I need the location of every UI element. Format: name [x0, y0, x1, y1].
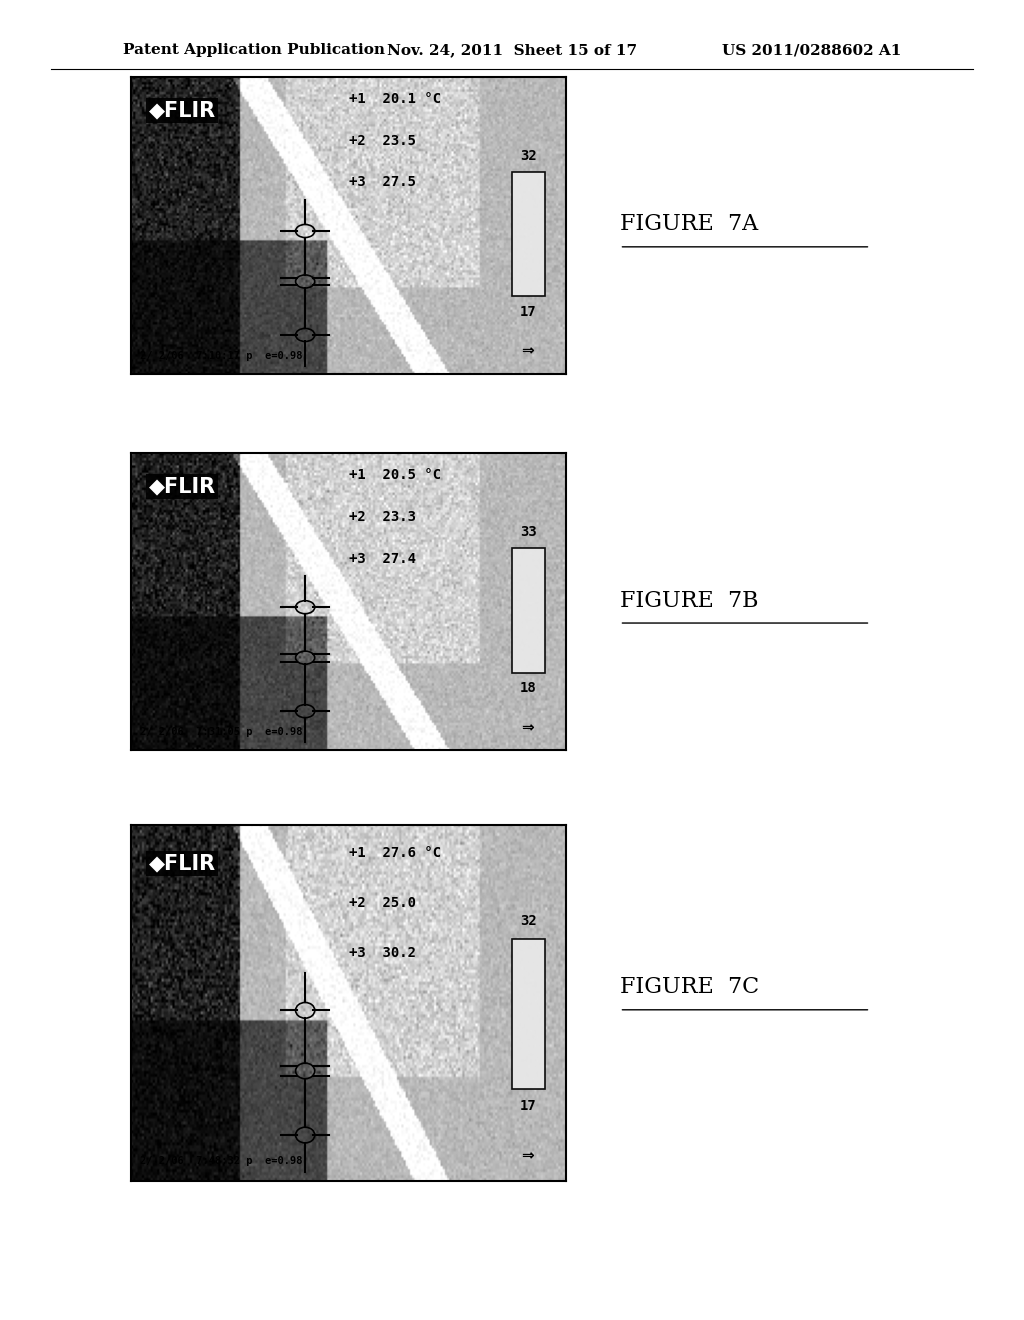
Text: 2/ 2/06  7:10:17 p  e=0.98: 2/ 2/06 7:10:17 p e=0.98	[139, 351, 302, 360]
Text: US 2011/0288602 A1: US 2011/0288602 A1	[722, 44, 901, 57]
Text: 33: 33	[520, 525, 537, 539]
Text: +2  23.5: +2 23.5	[348, 133, 416, 148]
Text: +2  25.0: +2 25.0	[348, 896, 416, 909]
Text: +1  20.5 °C: +1 20.5 °C	[348, 469, 440, 483]
Text: 2/ 2/06  7:48:32 p  e=0.98: 2/ 2/06 7:48:32 p e=0.98	[139, 1155, 302, 1166]
Text: ◆FLIR: ◆FLIR	[148, 477, 216, 496]
Text: +1  27.6 °C: +1 27.6 °C	[348, 846, 440, 861]
Text: Patent Application Publication: Patent Application Publication	[123, 44, 385, 57]
Text: 32: 32	[520, 149, 537, 162]
Text: ◆FLIR: ◆FLIR	[148, 854, 216, 874]
Text: ◆FLIR: ◆FLIR	[148, 100, 216, 120]
Text: +3  27.5: +3 27.5	[348, 176, 416, 190]
Text: FIGURE  7C: FIGURE 7C	[620, 977, 759, 998]
Text: +2  23.3: +2 23.3	[348, 510, 416, 524]
Bar	[512, 172, 545, 297]
Text: ⇒: ⇒	[521, 1148, 534, 1163]
Text: +3  30.2: +3 30.2	[348, 946, 416, 960]
Text: +1  20.1 °C: +1 20.1 °C	[348, 92, 440, 107]
Text: ⇒: ⇒	[521, 719, 534, 735]
Text: 18: 18	[520, 681, 537, 696]
Text: 17: 17	[520, 305, 537, 319]
Text: FIGURE  7A: FIGURE 7A	[620, 214, 758, 235]
Text: 32: 32	[520, 915, 537, 928]
Bar	[512, 939, 545, 1089]
Text: FIGURE  7B: FIGURE 7B	[620, 590, 758, 611]
Bar	[512, 548, 545, 672]
Text: Nov. 24, 2011  Sheet 15 of 17: Nov. 24, 2011 Sheet 15 of 17	[387, 44, 637, 57]
Text: 2/ 2/06  7:31:05 p  e=0.98: 2/ 2/06 7:31:05 p e=0.98	[139, 727, 302, 737]
Text: +3  27.4: +3 27.4	[348, 552, 416, 566]
Text: ⇒: ⇒	[521, 343, 534, 359]
Text: 17: 17	[520, 1100, 537, 1114]
